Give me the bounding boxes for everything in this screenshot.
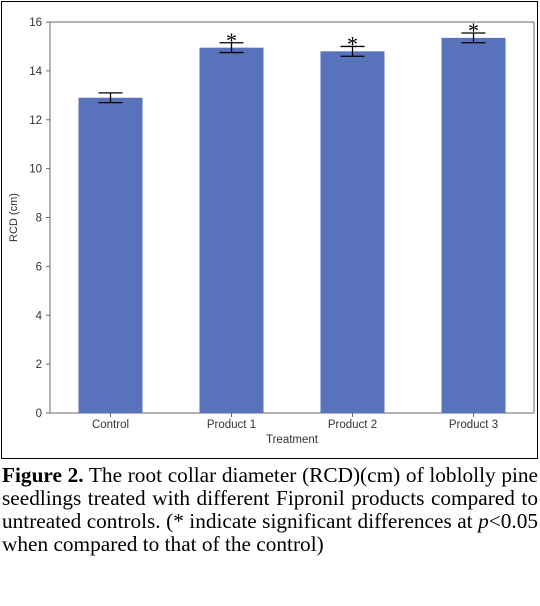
x-tick-label: Product 1 <box>207 419 256 431</box>
y-tick-label: 12 <box>29 115 42 127</box>
significance-marker: * <box>468 18 479 43</box>
p-symbol: p <box>478 509 489 533</box>
caption-text-1: The root collar diameter (RCD)(cm) of lo… <box>2 463 538 533</box>
figure-caption: Figure 2. The root collar diameter (RCD)… <box>2 464 538 556</box>
caption-text-2: <0.05 when compared to that of the contr… <box>2 509 538 556</box>
chart-labels: 0 2 4 6 8 10 12 14 16 RCD (cm) Control * Product 1 * P… <box>8 17 498 446</box>
y-tick-label: 10 <box>29 164 42 176</box>
chart-axes <box>46 21 535 417</box>
x-tick-label: Product 2 <box>328 419 377 431</box>
y-tick-label: 2 <box>36 359 42 371</box>
bar-product-3 <box>441 37 506 414</box>
y-tick-label: 4 <box>36 310 43 322</box>
x-tick-label: Control <box>92 419 129 431</box>
bar-product-1 <box>199 47 264 414</box>
y-tick-label: 14 <box>29 66 42 78</box>
x-tick-label: Product 3 <box>449 419 498 431</box>
chart-frame: 0 2 4 6 8 10 12 14 16 RCD (cm) Control * Product 1 * P… <box>1 1 538 459</box>
bar-product-2 <box>320 51 385 413</box>
significance-marker: * <box>347 31 358 56</box>
significance-marker: * <box>226 28 237 53</box>
y-tick-label: 0 <box>36 408 42 420</box>
y-tick-label: 8 <box>36 213 42 225</box>
bar-chart: 0 2 4 6 8 10 12 14 16 RCD (cm) Control * Product 1 * P… <box>8 17 535 446</box>
chart-bars <box>78 32 506 414</box>
bar-control <box>78 97 143 413</box>
y-axis-label: RCD (cm) <box>8 193 20 242</box>
y-tick-label: 16 <box>29 17 42 29</box>
y-tick-label: 6 <box>36 261 42 273</box>
x-axis-label: Treatment <box>266 434 319 446</box>
figure-label: Figure 2. <box>2 463 84 487</box>
